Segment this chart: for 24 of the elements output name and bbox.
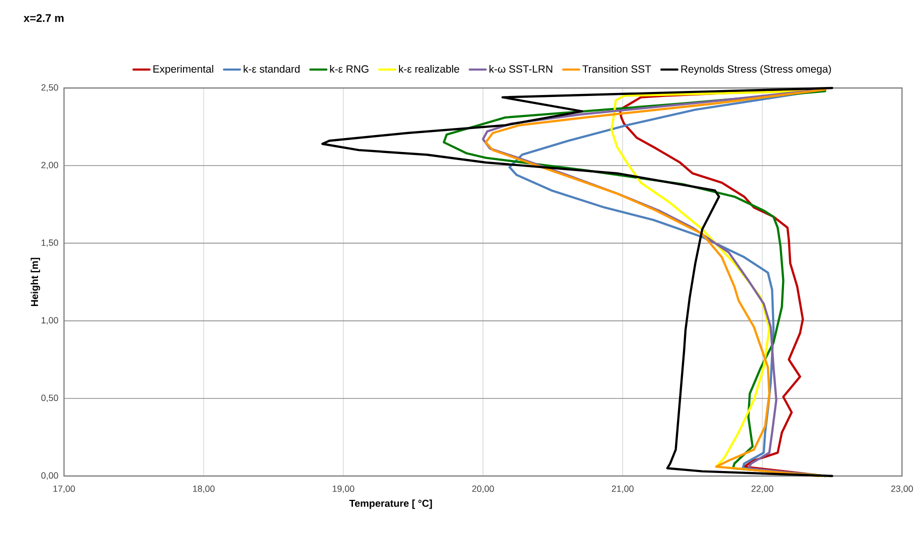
legend-label: k-ε RNG xyxy=(330,64,368,73)
y-tick-label: 1,00 xyxy=(42,317,58,324)
legend-label: k-ε realizable xyxy=(399,64,460,73)
x-tick-label: 23,00 xyxy=(891,486,913,493)
legend-label: Experimental xyxy=(153,64,214,75)
legend-label: k-ω SST-LRN xyxy=(490,64,552,73)
x-tick-label: 21,00 xyxy=(612,486,634,493)
y-tick-label: 0,00 xyxy=(41,472,58,480)
line-series xyxy=(321,86,834,478)
y-tick-label: 1,50 xyxy=(42,239,58,247)
x-tick-label: 19,00 xyxy=(332,486,354,493)
y-tick-label: 2,50 xyxy=(41,84,58,92)
y-tick-label: 0,50 xyxy=(41,394,58,402)
x-axis-title: Temperature [ °C] xyxy=(349,500,432,509)
x-tick-label: 22,00 xyxy=(752,486,774,493)
y-axis-title: Height [m] xyxy=(30,258,40,306)
legend-label: Transition SST xyxy=(582,64,652,73)
x-tick-label: 20,00 xyxy=(472,486,494,493)
y-tick-label: 2,00 xyxy=(41,162,58,170)
chart-title: x=2.7 m xyxy=(24,14,64,22)
legend-label: k-ε standard xyxy=(244,64,300,73)
x-tick-label: 17,00 xyxy=(53,486,75,493)
x-tick-label: 18,00 xyxy=(193,486,215,493)
legend-label: Reynolds Stress (Stress omega) xyxy=(681,64,831,75)
